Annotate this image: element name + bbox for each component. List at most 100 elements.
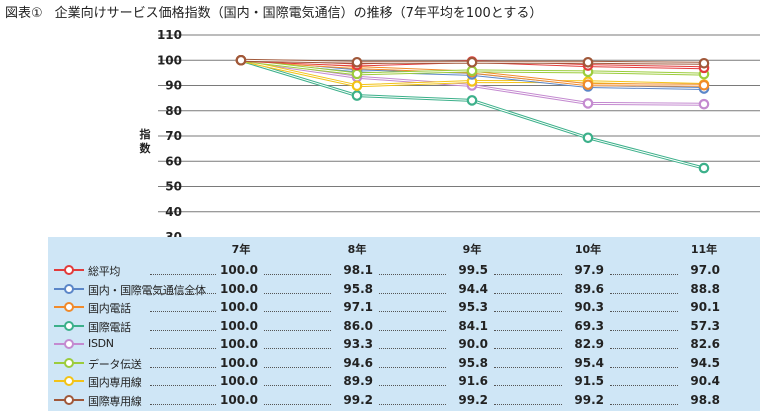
leader-dots [264,348,331,349]
category-header: 8年 [347,243,367,256]
table-value: 100.0 [220,374,258,388]
series-name: 国際専用線 [88,394,142,408]
data-point [582,132,594,144]
table-value: 95.3 [458,300,488,314]
table-row: ISDN 100.0 93.3 90.0 82.9 82.6 [48,335,760,353]
legend-dot [64,357,74,368]
data-point [698,162,710,174]
legend-marker [54,357,84,368]
data-point [351,90,363,101]
table-value: 89.9 [343,374,373,388]
data-point [582,98,594,109]
legend-marker [54,302,84,312]
y-axis-label: 指数 [139,128,151,155]
leader-dots [379,292,446,294]
table-value: 98.1 [343,263,373,277]
table-value: 90.4 [690,374,720,388]
table-row: 国内専用線 100.0 89.9 91.6 91.5 90.4 [48,372,760,390]
chart-title: 図表① 企業向けサービス価格指数（国内・国際電気通信）の推移（7年平均を100とす… [5,2,542,21]
leader-dots [610,366,678,368]
series-name: 総平均 [88,265,121,278]
leader-dots [610,329,678,331]
leader-dots [150,292,216,294]
leader-dots [264,274,331,275]
leader-dots [379,403,446,405]
data-point [698,79,710,91]
table-value: 82.9 [574,337,604,351]
series-name: 国内専用線 [88,376,142,389]
table-value: 90.1 [690,300,720,314]
table-value: 84.1 [458,318,488,333]
leader-dots [610,274,678,275]
table-value: 90.0 [458,337,488,351]
series-lines [235,54,710,174]
legend-dot [64,376,74,386]
leader-dots [150,311,216,312]
leader-dots [264,385,331,386]
leader-dots [150,348,216,349]
legend-marker [54,376,84,386]
leader-dots [150,329,216,331]
legend-marker [54,265,84,275]
leader-dots [610,403,678,405]
table-value: 95.8 [343,281,373,296]
category-header: 11年 [690,243,718,256]
leader-dots [379,366,446,368]
y-tick-label: 40 [165,205,182,219]
series-name: 国内・国際電気通信全体 [88,283,206,297]
legend-dot [64,320,74,331]
legend-marker [54,320,84,331]
leader-dots [379,311,446,312]
y-tick-label: 110 [157,28,182,42]
legend-marker [54,283,84,294]
data-point [698,57,710,69]
table-value: 100.0 [220,392,258,407]
y-tick-label: 60 [165,154,182,168]
data-point [698,98,710,110]
y-tick-label: 70 [165,129,182,143]
table-value: 57.3 [690,318,720,333]
category-header: 7年 [231,243,251,256]
series-name: ISDN [88,337,114,350]
table-value: 91.6 [458,374,488,388]
leader-dots [150,385,216,386]
category-header: 9年 [462,243,482,256]
data-point [466,95,478,106]
leader-dots [150,403,216,405]
table-value: 86.0 [343,318,373,333]
table-row: 国際電話 100.0 86.0 84.1 69.3 57.3 [48,317,760,335]
table-value: 69.3 [574,318,604,333]
legend-dot [64,265,74,275]
table-value: 99.2 [458,392,488,407]
leader-dots [379,274,446,275]
leader-dots [610,311,678,312]
series-7 [235,54,710,69]
y-tick-label: 90 [165,79,182,93]
table-value: 100.0 [220,337,258,351]
table-row: データ伝送 100.0 94.6 95.8 95.4 94.5 [48,354,760,372]
data-point [351,68,363,80]
category-header: 10年 [574,243,602,256]
table-value: 100.0 [220,281,258,296]
leader-dots [264,311,331,312]
leader-dots [494,385,562,386]
table-value: 100.0 [220,263,258,277]
leader-dots [494,366,562,368]
table-value: 82.6 [690,337,720,351]
legend-dot [64,283,74,294]
legend-marker [54,339,84,349]
table-value: 100.0 [220,318,258,333]
leader-dots [264,292,331,294]
table-value: 97.0 [690,263,720,277]
table-value: 97.9 [574,263,604,277]
table-value: 97.1 [343,300,373,314]
table-value: 99.2 [343,392,373,407]
data-point [466,56,478,68]
data-point [466,65,478,77]
series-name: 国際電話 [88,320,131,334]
table-value: 93.3 [343,337,373,351]
table-value: 98.8 [690,392,720,407]
data-table-panel [48,237,760,411]
leader-dots [264,403,331,405]
